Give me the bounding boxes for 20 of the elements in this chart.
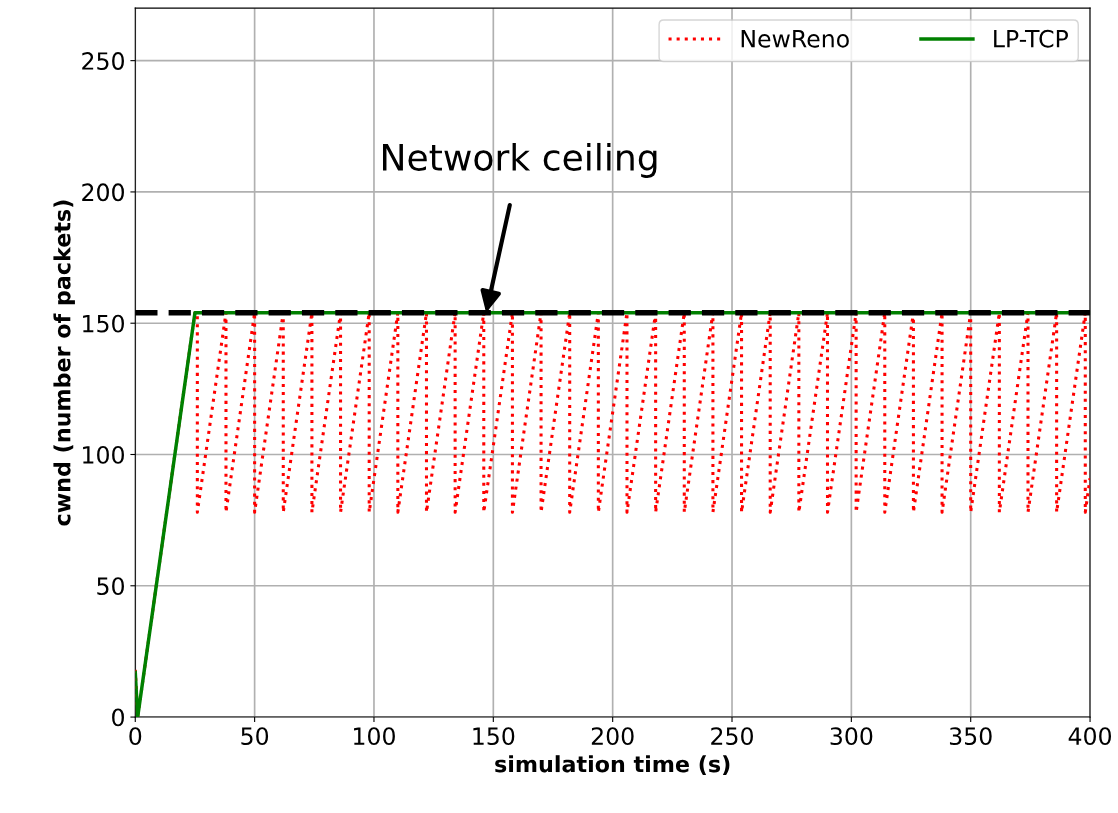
y-tick-label: 200 bbox=[82, 183, 124, 202]
legend-label: LP-TCP bbox=[994, 29, 1068, 48]
x-axis-title: simulation time (s) bbox=[495, 755, 730, 776]
legend-label: NewReno bbox=[741, 30, 849, 48]
y-axis-title: cwnd (number of packets) bbox=[53, 200, 75, 526]
x-tick-label: 0 bbox=[129, 727, 142, 746]
x-tick-label: 200 bbox=[591, 727, 634, 746]
x-tick-label: 300 bbox=[830, 727, 873, 746]
x-tick-label: 250 bbox=[711, 727, 753, 746]
y-tick-label: 100 bbox=[83, 445, 124, 464]
x-tick-label: 400 bbox=[1068, 727, 1112, 746]
y-tick-label: 250 bbox=[82, 52, 124, 70]
y-tick-label: 150 bbox=[83, 314, 124, 333]
x-tick-label: 150 bbox=[473, 727, 515, 746]
y-tick-label: 50 bbox=[97, 577, 124, 596]
x-tick-label: 50 bbox=[241, 727, 269, 746]
x-tick-label: 100 bbox=[354, 727, 395, 746]
x-tick-label: 350 bbox=[949, 727, 992, 746]
annotation: Network ceiling bbox=[383, 142, 657, 178]
y-tick-label: 0 bbox=[112, 708, 124, 727]
